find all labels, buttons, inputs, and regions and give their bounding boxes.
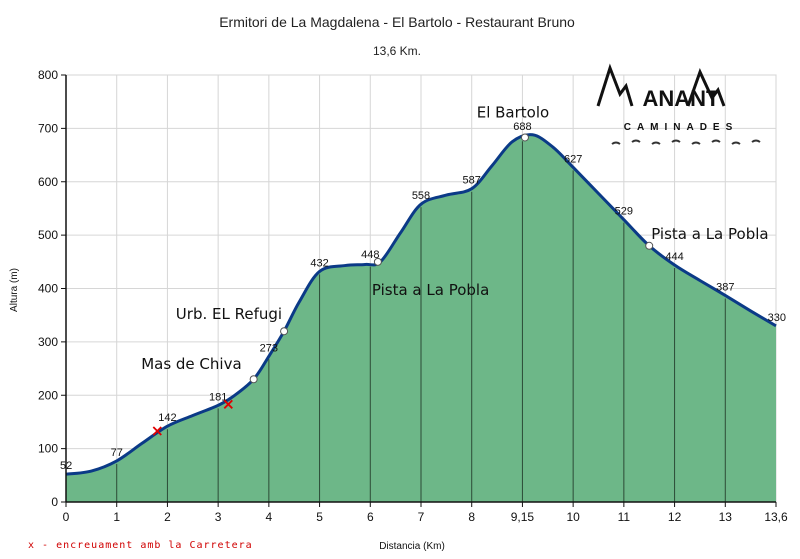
x-tick-label: 8 — [468, 510, 475, 524]
x-tick-label: 13 — [719, 510, 733, 524]
waypoint-label: Mas de Chiva — [141, 355, 241, 373]
x-tick-label: 9,15 — [511, 510, 535, 524]
x-tick-label: 2 — [164, 510, 171, 524]
elevation-data-label: 627 — [564, 153, 582, 165]
chart-subtitle: 13,6 Km. — [373, 44, 421, 58]
elevation-data-label: 52 — [60, 460, 72, 472]
chart-title: Ermitori de La Magdalena - El Bartolo - … — [219, 14, 575, 30]
y-tick-label: 400 — [38, 282, 58, 296]
x-tick-label: 10 — [566, 510, 580, 524]
elevation-data-label: 330 — [768, 312, 786, 324]
waypoint-marker — [520, 133, 529, 142]
waypoint-marker — [645, 241, 654, 250]
km-markers — [116, 141, 726, 502]
waypoint-label: El Bartolo — [477, 103, 549, 121]
elevation-data-label: 387 — [716, 281, 734, 293]
profile-line — [65, 133, 777, 476]
road-crossing-marker — [152, 426, 162, 436]
y-tick-label: 700 — [38, 121, 58, 135]
data-labels: 52 77 142 181 273 432 448 558 587 688 627 529 444 387… — [60, 121, 786, 472]
elevation-data-label: 688 — [513, 121, 531, 133]
x-axis-label: Distancia (Km) — [379, 541, 445, 552]
waypoint-label: Pista a La Pobla — [651, 225, 768, 243]
x-tick-label: 3 — [215, 510, 222, 524]
y-tick-label: 100 — [38, 442, 58, 456]
y-tick-label: 300 — [38, 335, 58, 349]
waypoint-label: Pista a La Pobla — [372, 281, 489, 299]
x-tick-label: 7 — [418, 510, 425, 524]
y-axis-label: Altura (m) — [9, 268, 20, 312]
x-tick-label: 11 — [618, 510, 631, 524]
elevation-data-label: 142 — [158, 412, 176, 424]
y-tick-label: 500 — [38, 228, 58, 242]
waypoint-label: Urb. EL Refugi — [176, 305, 282, 323]
y-tick-label: 200 — [38, 388, 58, 402]
logo: ANANT CAMINADES — [596, 63, 761, 145]
y-tick-label: 600 — [38, 175, 58, 189]
x-tick-label: 12 — [668, 510, 682, 524]
elevation-data-label: 448 — [361, 249, 379, 261]
y-tick-label: 800 — [38, 68, 58, 82]
waypoint-marker — [280, 327, 289, 336]
logo-text-bottom: CAMINADES — [624, 122, 739, 133]
elevation-data-label: 529 — [615, 206, 633, 218]
x-tick-label: 0 — [63, 510, 70, 524]
x-tick-label: 6 — [367, 510, 374, 524]
x-tick-label: 1 — [113, 510, 120, 524]
elevation-data-label: 444 — [665, 251, 683, 263]
waypoint-marker — [249, 375, 258, 384]
road-crossing-marker — [223, 399, 233, 409]
elevation-data-label: 432 — [310, 257, 328, 269]
logo-text-top: ANANT — [643, 86, 721, 111]
waypoints: Mas de Chiva Urb. EL Refugi Pista a La Pob… — [141, 103, 769, 384]
elevation-data-label: 587 — [463, 175, 481, 187]
footnote-road-crossing: x - encreuament amb la Carretera — [28, 540, 253, 551]
footsteps-icon — [611, 139, 761, 145]
elevation-data-label: 181 — [209, 391, 227, 403]
elevation-data-label: 273 — [260, 342, 278, 354]
elevation-data-label: 558 — [412, 190, 430, 202]
elevation-data-label: 77 — [111, 447, 123, 459]
x-tick-label: 5 — [316, 510, 323, 524]
mountain-icon — [596, 63, 634, 107]
mountain-icon — [686, 68, 726, 107]
x-tick-label: 4 — [266, 510, 273, 524]
y-tick-label: 0 — [51, 495, 58, 509]
waypoint-marker — [373, 257, 382, 266]
x-tick-label: 13,6 — [764, 510, 788, 524]
road-crossings — [152, 399, 233, 436]
